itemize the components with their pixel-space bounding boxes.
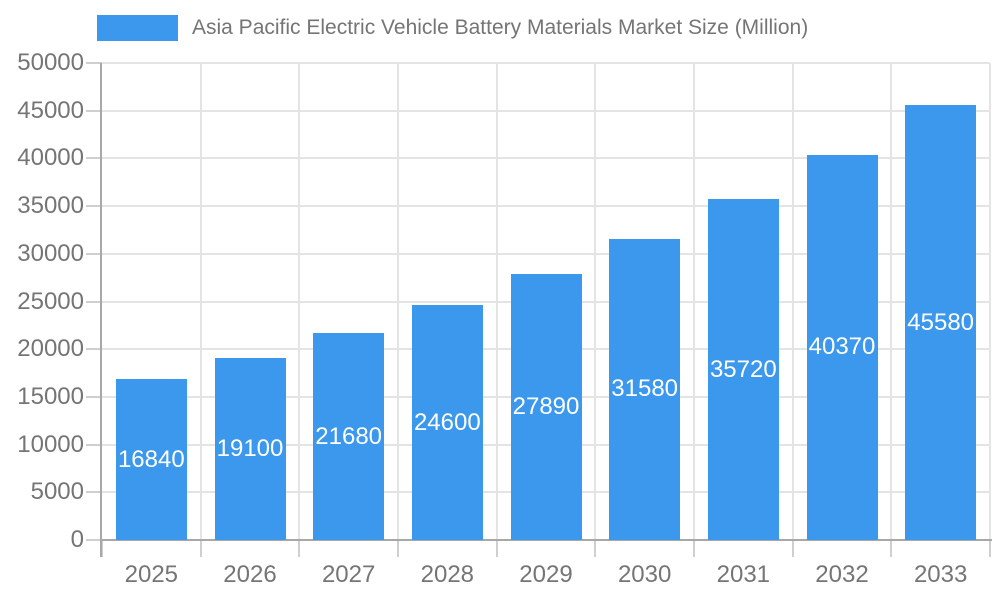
x-axis-tick [397, 540, 399, 557]
bar-value-label: 31580 [611, 375, 679, 403]
gridline-horizontal [102, 157, 990, 160]
bar-2032[interactable] [806, 154, 878, 540]
bar-2026[interactable] [214, 357, 286, 540]
y-axis-tick [86, 252, 102, 255]
bar-2027[interactable] [313, 333, 385, 540]
bar-2033[interactable] [905, 105, 977, 540]
x-axis-tick [495, 540, 498, 557]
bar-value-label: 45580 [907, 308, 975, 336]
y-axis-tick [86, 348, 102, 351]
y-axis-label: 30000 [17, 239, 84, 267]
y-axis-tick [86, 62, 102, 64]
y-axis-label: 5000 [30, 478, 84, 506]
y-axis-tick [86, 205, 102, 208]
gridline-vertical [594, 63, 597, 540]
x-axis-label: 2032 [815, 561, 869, 588]
bar-value-label: 40370 [808, 333, 876, 361]
x-axis-tick [199, 540, 202, 557]
bar-value-label: 21680 [315, 422, 383, 450]
legend-label: Asia Pacific Electric Vehicle Battery Ma… [192, 16, 809, 39]
y-axis-label: 35000 [17, 192, 84, 220]
x-axis-tick [890, 540, 893, 557]
bar-value-label: 16840 [117, 445, 185, 473]
gridline-horizontal [102, 205, 990, 208]
y-axis-tick [86, 491, 102, 494]
gridline-vertical [199, 63, 202, 540]
bar-value-label: 24600 [413, 408, 481, 436]
y-axis-label: 15000 [17, 382, 84, 410]
y-axis-tick [86, 109, 102, 112]
bar-2029[interactable] [510, 273, 582, 540]
legend-item[interactable]: Asia Pacific Electric Vehicle Battery Ma… [97, 15, 808, 41]
gridline-horizontal [102, 109, 990, 112]
x-axis-label: 2026 [223, 561, 277, 588]
bar-2028[interactable] [411, 305, 483, 540]
x-axis-tick [989, 540, 991, 557]
x-axis-tick [693, 540, 695, 557]
legend-swatch [97, 15, 178, 41]
x-axis-label: 2028 [420, 561, 475, 588]
bar-value-label: 27890 [512, 392, 580, 420]
bar-value-label: 19100 [216, 434, 284, 462]
y-axis-tick [86, 395, 102, 398]
gridline-vertical [989, 63, 991, 540]
bar-value-label: 35720 [709, 355, 777, 383]
y-axis-tick [86, 300, 102, 303]
gridline-horizontal [102, 62, 990, 64]
x-axis-line [100, 539, 992, 541]
y-axis-tick [86, 157, 102, 160]
x-axis-tick [791, 540, 794, 557]
x-axis-label: 2030 [617, 561, 672, 588]
gridline-horizontal [102, 252, 990, 255]
y-axis-label: 45000 [17, 96, 84, 124]
gridline-vertical [791, 63, 794, 540]
y-axis-label: 20000 [17, 335, 84, 363]
gridline-vertical [495, 63, 498, 540]
y-axis-tick [86, 539, 102, 541]
y-axis-label: 40000 [17, 144, 84, 172]
gridline-vertical [397, 63, 399, 540]
bar-2031[interactable] [707, 199, 779, 540]
y-axis-line [100, 63, 102, 557]
x-axis-label: 2027 [321, 561, 376, 588]
x-axis-label: 2033 [913, 561, 968, 588]
gridline-vertical [298, 63, 301, 540]
x-axis-tick [101, 540, 103, 557]
y-axis-label: 50000 [17, 49, 84, 76]
bar-2030[interactable] [609, 238, 681, 540]
y-axis-label: 0 [70, 526, 84, 553]
y-axis-tick [86, 443, 102, 446]
y-axis-label: 10000 [17, 430, 84, 458]
x-axis-tick [594, 540, 597, 557]
bar-2025[interactable] [115, 379, 187, 540]
y-axis-label: 25000 [17, 287, 84, 315]
x-axis-label: 2025 [124, 561, 179, 588]
x-axis-label: 2029 [519, 561, 573, 588]
x-axis-tick [298, 540, 301, 557]
x-axis-label: 2031 [716, 561, 771, 588]
gridline-vertical [890, 63, 893, 540]
gridline-vertical [693, 63, 695, 540]
